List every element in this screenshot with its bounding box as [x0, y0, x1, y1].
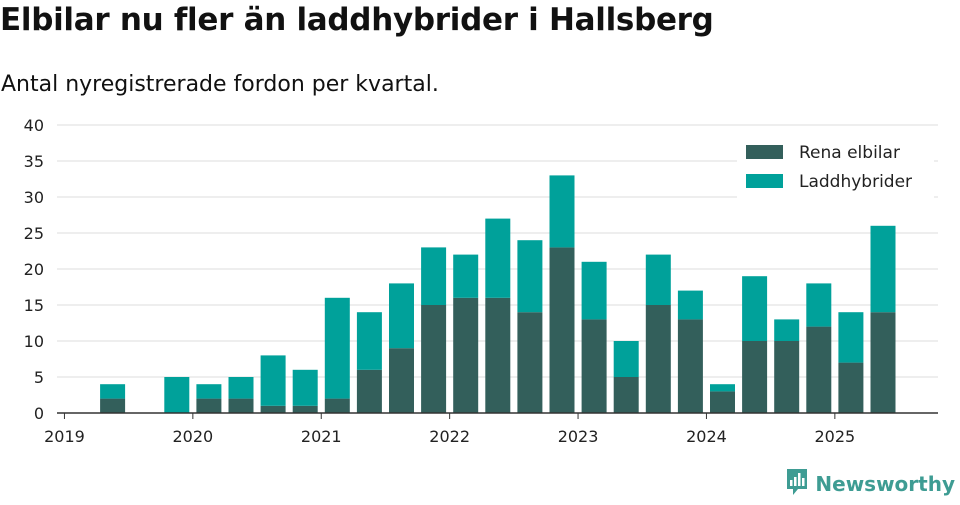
bar-rena-elbilar	[356, 369, 382, 413]
x-tick-label: 2024	[686, 427, 727, 446]
bar-laddhybrider	[774, 319, 800, 341]
bar-rena-elbilar	[838, 362, 864, 413]
x-tick-label: 2019	[44, 427, 85, 446]
bar-laddhybrider	[292, 369, 318, 406]
bar-rena-elbilar	[710, 391, 735, 413]
bar-laddhybrider	[421, 247, 447, 305]
bar-laddhybrider	[260, 355, 286, 406]
bar-rena-elbilar	[421, 305, 447, 413]
bar-rena-elbilar	[549, 247, 575, 413]
chart-title: Elbilar nu fler än laddhybrider i Hallsb…	[0, 2, 714, 38]
bar-rena-elbilar	[806, 326, 832, 413]
y-tick-label: 30	[24, 188, 44, 207]
x-tick-label: 2022	[429, 427, 470, 446]
legend-swatch	[746, 145, 783, 159]
bar-rena-elbilar	[677, 319, 703, 413]
bar-rena-elbilar	[742, 341, 768, 413]
bar-rena-elbilar	[292, 405, 318, 413]
y-tick-label: 20	[24, 260, 44, 279]
bar-laddhybrider	[196, 384, 222, 399]
y-tick-label: 25	[24, 224, 44, 243]
x-tick-label: 2025	[814, 427, 855, 446]
y-tick-label: 40	[24, 116, 44, 135]
bar-rena-elbilar	[485, 297, 511, 413]
bar-laddhybrider	[324, 297, 350, 399]
bar-laddhybrider	[356, 312, 382, 370]
bar-laddhybrider	[453, 254, 479, 298]
brand-logo: Newsworthy	[785, 468, 955, 500]
bar-rena-elbilar	[645, 305, 671, 413]
y-tick-label: 10	[24, 332, 44, 351]
bar-laddhybrider	[485, 218, 511, 298]
y-tick-label: 35	[24, 152, 44, 171]
bar-laddhybrider	[742, 276, 768, 341]
bar-rena-elbilar	[324, 398, 350, 413]
x-tick-label: 2021	[301, 427, 342, 446]
y-tick-label: 0	[34, 404, 44, 423]
x-tick-label: 2023	[558, 427, 599, 446]
bar-laddhybrider	[677, 290, 703, 320]
chart-subtitle: Antal nyregistrerade fordon per kvartal.	[1, 72, 439, 97]
y-tick-label: 5	[34, 368, 44, 387]
bar-rena-elbilar	[228, 398, 254, 413]
bar-laddhybrider	[100, 384, 126, 399]
legend-label: Laddhybrider	[799, 172, 912, 192]
bar-rena-elbilar	[613, 377, 639, 413]
bar-laddhybrider	[710, 384, 735, 392]
bar-laddhybrider	[806, 283, 832, 327]
bar-rena-elbilar	[260, 405, 286, 413]
bar-laddhybrider	[581, 261, 607, 320]
bar-laddhybrider	[838, 312, 864, 363]
newsworthy-logo-icon	[785, 468, 809, 500]
legend: Rena elbilar Laddhybrider	[737, 138, 934, 200]
bar-laddhybrider	[389, 283, 414, 349]
brand-name: Newsworthy	[815, 472, 955, 496]
bar-rena-elbilar	[581, 319, 607, 413]
bar-rena-elbilar	[196, 398, 222, 413]
x-tick-label: 2020	[172, 427, 213, 446]
bar-rena-elbilar	[453, 297, 479, 413]
bar-rena-elbilar	[517, 312, 543, 413]
bar-laddhybrider	[645, 254, 671, 305]
bar-rena-elbilar	[389, 348, 414, 413]
bar-laddhybrider	[549, 175, 575, 248]
bar-rena-elbilar	[870, 312, 896, 413]
legend-label: Rena elbilar	[799, 143, 900, 163]
bar-laddhybrider	[870, 225, 896, 313]
bar-laddhybrider	[517, 240, 543, 313]
bar-laddhybrider	[613, 341, 639, 377]
bar-rena-elbilar	[774, 341, 800, 413]
bars	[100, 175, 896, 413]
legend-swatch	[746, 174, 783, 188]
bar-laddhybrider	[228, 377, 254, 399]
bar-rena-elbilar	[100, 398, 126, 413]
bar-laddhybrider	[164, 377, 190, 413]
y-tick-label: 15	[24, 296, 44, 315]
